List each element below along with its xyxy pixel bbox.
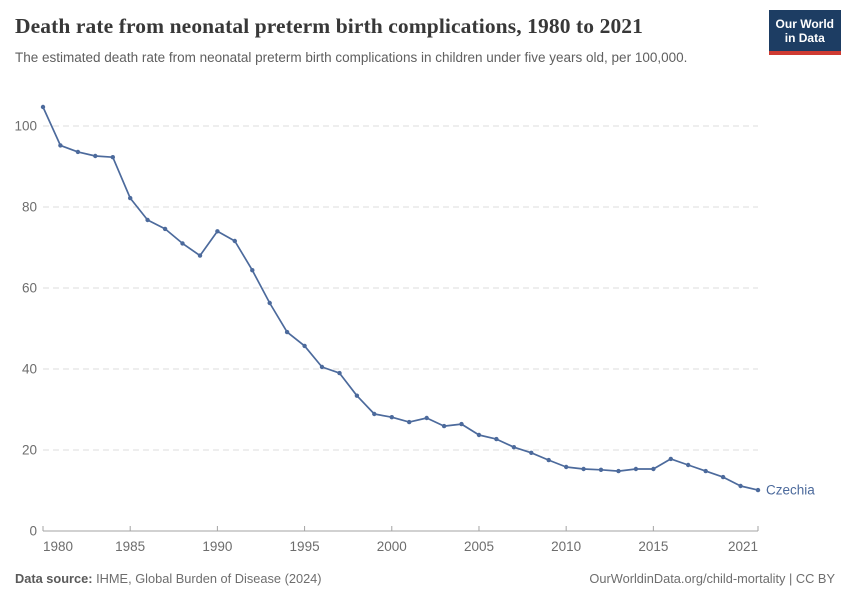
data-point-1986[interactable] [145,217,150,223]
y-tick-label-0: 0 [29,524,37,539]
data-point-2009[interactable] [546,457,551,463]
data-point-2018[interactable] [703,468,708,474]
data-point-2014[interactable] [633,466,639,472]
data-point-1983[interactable] [93,153,98,159]
data-point-2003[interactable] [441,423,447,429]
x-tick-label-2015: 2015 [638,539,668,554]
data-point-1980[interactable] [40,104,46,110]
data-point-2017[interactable] [686,462,691,468]
chart-footer: Data source: IHME, Global Burden of Dise… [15,571,835,586]
data-point-2001[interactable] [407,419,412,425]
line-chart-plot[interactable]: 0 20 40 60 80 100 1980 1985 1990 1995 2000 2005 2010… [0,95,850,570]
data-point-2012[interactable] [598,467,604,472]
data-point-1994[interactable] [284,329,290,335]
data-point-2019[interactable] [720,474,726,480]
data-point-1998[interactable] [354,393,360,398]
data-point-1999[interactable] [372,411,377,417]
data-line-czechia[interactable] [42,106,759,491]
data-point-1981[interactable] [58,143,63,148]
x-tick-label-1995: 1995 [290,539,320,554]
data-source-label: Data source: [15,571,93,586]
owid-logo-line2: in Data [784,31,825,46]
entity-label: Czechia [766,483,815,498]
data-point-2021[interactable] [755,487,761,493]
y-tick-label-100: 100 [14,119,37,134]
owid-logo-line1: Our World [775,17,834,31]
x-tick-label-2010: 2010 [551,539,581,554]
data-point-2020[interactable] [738,483,743,489]
y-tick-label-80: 80 [22,200,37,215]
y-tick-label-60: 60 [22,281,37,296]
data-point-1992[interactable] [250,268,255,273]
data-point-1990[interactable] [215,229,220,234]
chart-title: Death rate from neonatal preterm birth c… [15,14,644,38]
data-point-1988[interactable] [180,241,185,246]
x-tick-label-2021: 2021 [728,539,758,554]
chart-subtitle: The estimated death rate from neonatal p… [15,50,688,65]
data-point-1993[interactable] [267,300,272,306]
x-tick-label-1990: 1990 [202,539,232,554]
x-tick-label-1985: 1985 [115,539,145,554]
owid-logo[interactable]: Our World in Data [768,10,841,55]
data-source-value: IHME, Global Burden of Disease (2024) [92,571,322,586]
x-tick-label-1980: 1980 [43,539,73,554]
chart-header: Death rate from neonatal preterm birth c… [0,0,850,68]
data-point-2005[interactable] [476,432,482,438]
data-point-1985[interactable] [128,195,133,201]
y-tick-label-20: 20 [22,443,37,458]
data-point-2016[interactable] [668,456,673,462]
data-point-2002[interactable] [424,415,429,421]
data-point-2007[interactable] [511,445,517,450]
data-point-2011[interactable] [581,466,586,472]
data-point-2008[interactable] [529,450,534,455]
data-point-1989[interactable] [197,253,203,258]
data-point-1991[interactable] [232,238,237,244]
data-point-1996[interactable] [319,364,325,370]
data-point-1987[interactable] [162,226,168,232]
x-tick-label-2005: 2005 [464,539,494,554]
data-point-2006[interactable] [494,436,499,442]
data-point-2010[interactable] [564,464,569,470]
data-point-2004[interactable] [459,421,464,427]
data-point-1982[interactable] [75,149,81,155]
data-source: Data source: IHME, Global Burden of Dise… [15,571,322,586]
data-point-1984[interactable] [110,155,116,160]
y-tick-label-40: 40 [22,362,37,377]
x-tick-label-2000: 2000 [377,539,407,554]
data-point-1995[interactable] [302,343,307,349]
data-point-2000[interactable] [389,415,394,420]
data-point-2015[interactable] [651,466,656,472]
data-point-1997[interactable] [337,370,342,376]
credit-link[interactable]: OurWorldinData.org/child-mortality | CC … [589,571,835,586]
data-point-2013[interactable] [616,468,621,474]
